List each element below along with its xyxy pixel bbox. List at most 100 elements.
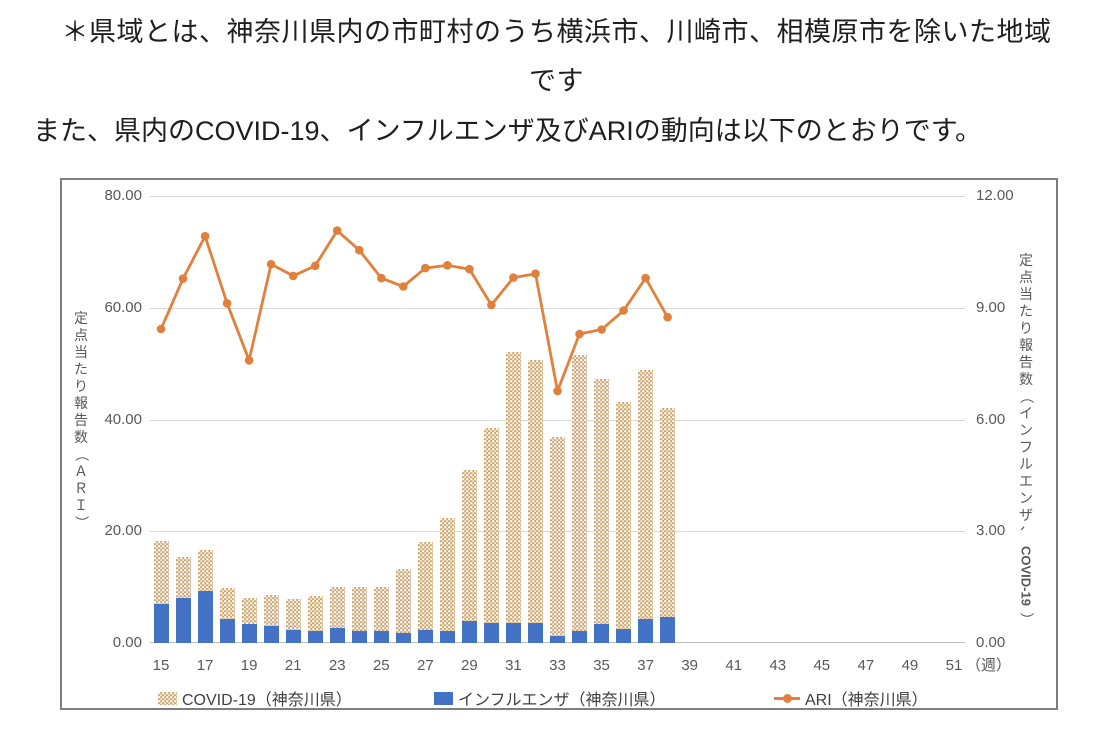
bar-covid-week-27: [417, 541, 433, 630]
x-axis-tick: 43: [769, 657, 787, 674]
x-axis-tick: 25: [372, 657, 390, 674]
bar-influenza-week-38: [660, 616, 676, 643]
intro-paragraph: また、県内のCOVID-19、インフルエンザ及びARIの動向は以下のとおりです。: [33, 116, 983, 146]
bar-influenza-week-16: [175, 598, 191, 643]
ari-line: [159, 228, 669, 397]
chart: 0.00 20.00 40.00 60.00 80.00 0.00 3.00 6.00 9.00…: [60, 178, 1058, 710]
legend-item-ari: ARI（神奈川県）: [774, 690, 928, 709]
bar-influenza-week-30: [483, 623, 499, 643]
axis-title-char: 定: [74, 310, 88, 326]
ari-line-marker-icon: [774, 692, 800, 705]
bar-covid-week-36: [616, 401, 632, 630]
x-axis-tick: 15: [152, 657, 170, 674]
axis-title-char: り: [74, 378, 88, 394]
y-axis-tick-left: 80.00: [104, 187, 142, 204]
bar-covid-week-34: [572, 354, 588, 632]
axis-title-char: ル: [1019, 456, 1033, 472]
legend-line-dot: [783, 693, 792, 703]
bar-influenza-week-20: [263, 626, 279, 643]
covid-swatch-icon: [158, 691, 177, 705]
axis-title-char: 当: [74, 344, 88, 360]
bar-influenza-week-34: [572, 631, 588, 643]
bar-influenza-week-24: [351, 630, 367, 643]
y-axis-tick-right: 12.00: [976, 187, 1014, 204]
x-axis-tick: 23: [328, 657, 346, 674]
y-axis-tick-right: 9.00: [976, 298, 1006, 316]
bar-influenza-week-35: [594, 624, 610, 643]
bar-covid-week-29: [461, 470, 477, 621]
bar-covid-week-25: [373, 587, 389, 631]
note-paragraph: ＊県域とは、神奈川県内の市町村のうち横浜市、川崎市、相模原市を除いた地域 です: [0, 8, 1113, 106]
y-axis-tick-left: 20.00: [104, 522, 142, 540]
ari-line-chart: [156, 226, 672, 397]
x-axis-tick: 47: [857, 657, 875, 674]
bar-influenza-week-21: [285, 629, 301, 643]
bar-covid-week-35: [594, 378, 610, 625]
axis-title-char: イ: [1019, 405, 1033, 421]
bar-influenza-week-23: [329, 628, 345, 643]
x-axis-tick: 35: [593, 657, 610, 674]
axis-title-char: 点: [74, 327, 88, 343]
axis-title-char: り: [1019, 320, 1033, 336]
x-axis-tick: 27: [416, 657, 434, 674]
bar-covid-week-28: [439, 517, 455, 631]
axis-title-char: Ｒ: [74, 480, 88, 496]
bar-covid-week-19: [241, 598, 257, 625]
axis-title-char: （: [73, 447, 90, 462]
bar-influenza-week-25: [373, 630, 389, 643]
axis-title-char: ザ: [1019, 507, 1033, 523]
x-axis-tick: 33: [549, 657, 566, 674]
gridline: [150, 196, 965, 197]
legend-label: インフルエンザ（神奈川県）: [458, 692, 666, 709]
x-axis-tick: 21: [284, 657, 302, 674]
axis-title-char: 、: [1018, 525, 1035, 540]
bar-covid-week-38: [660, 407, 676, 617]
legend-label: COVID-19（神奈川県）: [182, 692, 352, 709]
x-axis-tick: 29: [461, 657, 478, 674]
bar-influenza-week-36: [616, 629, 632, 643]
axis-title-char: 定: [1019, 252, 1033, 268]
axis-title-char: ）: [1018, 612, 1035, 627]
note-line-2: です: [529, 66, 584, 96]
legend-label: ARI（神奈川県）: [805, 692, 928, 709]
axis-title-char: ン: [1019, 422, 1033, 438]
note-line-1: ＊県域とは、神奈川県内の市町村のうち横浜市、川崎市、相模原市を除いた地域: [61, 17, 1052, 47]
bar-covid-week-31: [505, 352, 521, 624]
axis-title-char: 告: [74, 412, 88, 428]
bar-influenza-week-37: [638, 619, 654, 643]
x-axis-tick: 49: [901, 657, 919, 674]
x-axis-tick: 17: [196, 657, 214, 674]
bar-covid-week-18: [219, 588, 235, 619]
right-axis-title: 定点当たり報告数（インフルエンザ、 COVID-19）: [1017, 252, 1035, 628]
axis-title-char: 当: [1019, 286, 1033, 302]
bar-covid-week-20: [263, 594, 279, 627]
bar-influenza-week-29: [461, 620, 477, 643]
axis-title-char: フ: [1019, 439, 1033, 455]
axis-title-char: 数: [74, 429, 88, 445]
bar-covid-week-21: [285, 599, 301, 630]
left-axis-title: 定点当たり報告数 （Ａ Ｒ Ｉ ）: [72, 310, 90, 531]
axis-title-rotated-part: COVID-19: [1018, 546, 1034, 606]
axis-title-char: た: [1019, 303, 1033, 319]
bar-influenza-week-28: [439, 630, 455, 643]
axis-title-char: エ: [1019, 473, 1033, 489]
axis-title-char: 報: [74, 395, 88, 411]
bar-covid-week-16: [175, 557, 191, 599]
bar-influenza-week-27: [417, 629, 433, 643]
gridline: [150, 420, 965, 421]
bar-covid-week-15: [153, 540, 169, 604]
axis-title-char: 点: [1019, 269, 1033, 285]
axis-title-char: 数: [1019, 371, 1033, 387]
bar-covid-week-33: [550, 437, 565, 636]
y-axis-tick-left: 40.00: [104, 410, 142, 428]
plot-area: 0.00 20.00 40.00 60.00 80.00 0.00 3.00 6.00 9.00…: [104, 187, 1013, 674]
bar-influenza-week-26: [395, 633, 411, 643]
bar-influenza-week-31: [505, 623, 521, 643]
bar-covid-week-37: [638, 369, 654, 620]
x-axis-tick: 37: [637, 657, 654, 674]
axis-title-char: 報: [1019, 337, 1033, 353]
axis-title-char: Ａ: [74, 463, 88, 479]
legend-item-covid: COVID-19（神奈川県）: [158, 690, 352, 709]
y-axis-tick-left: 0.00: [112, 634, 142, 651]
